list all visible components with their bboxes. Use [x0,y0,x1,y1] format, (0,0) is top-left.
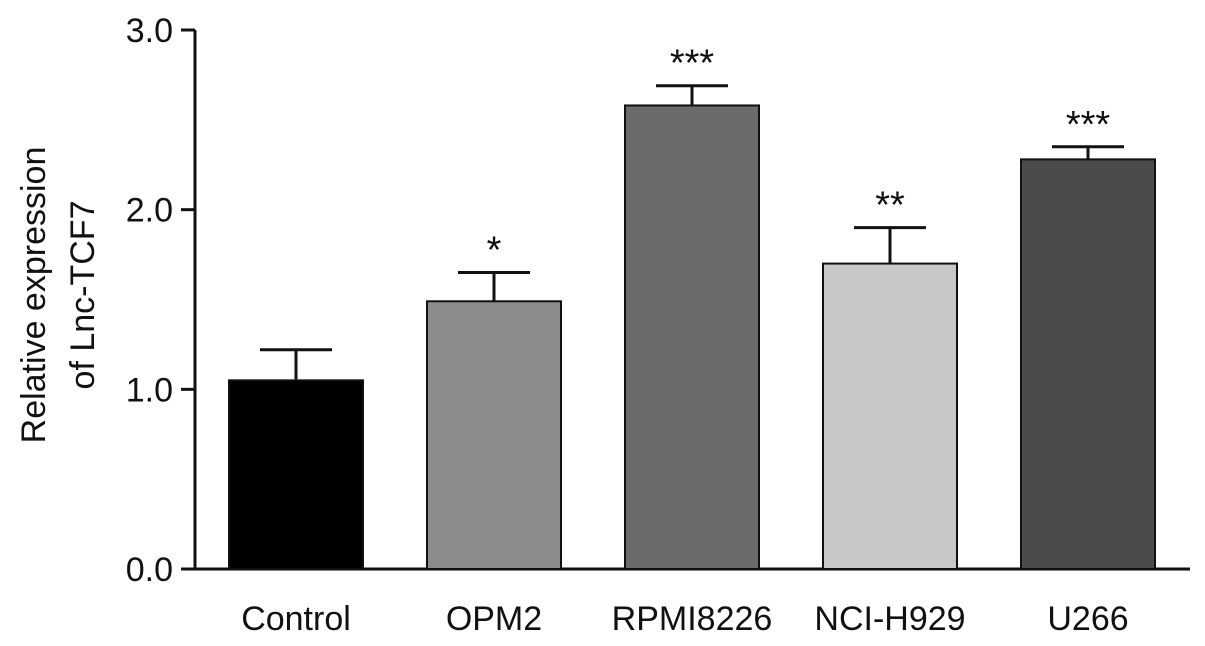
significance-label-4: *** [1066,104,1111,146]
significance-label-1: * [487,230,502,272]
x-tick-label-2: RPMI8226 [612,600,773,638]
y-tick-label-0: 0.0 [126,551,173,589]
y-tick-label-3: 3.0 [126,12,173,50]
x-tick-label-4: U266 [1047,600,1128,638]
significance-label-3: ** [875,185,905,227]
bar-control [228,379,364,570]
y-tick-label-1: 1.0 [126,371,173,409]
plot-area: 0.0 1.0 2.0 3.0 Control * OPM2 *** RPMI8226 ** NCI… [126,12,1190,638]
y-axis-title-line-2: of Lnc-TCF7 [64,201,102,390]
bar-u266 [1020,158,1156,571]
significance-label-2: *** [670,43,715,85]
y-tick-label-2: 2.0 [126,192,173,230]
x-tick-label-1: OPM2 [446,600,542,638]
y-axis-title-line-1: Relative expression [15,147,53,444]
bar-rpmi8226 [624,104,760,571]
x-tick-label-3: NCI-H929 [814,600,965,638]
bar-opm2 [426,300,562,570]
bar-nci-h929 [822,262,958,570]
y-axis-title: Relative expression of Lnc-TCF7 [15,147,102,444]
x-tick-label-0: Control [241,600,351,638]
